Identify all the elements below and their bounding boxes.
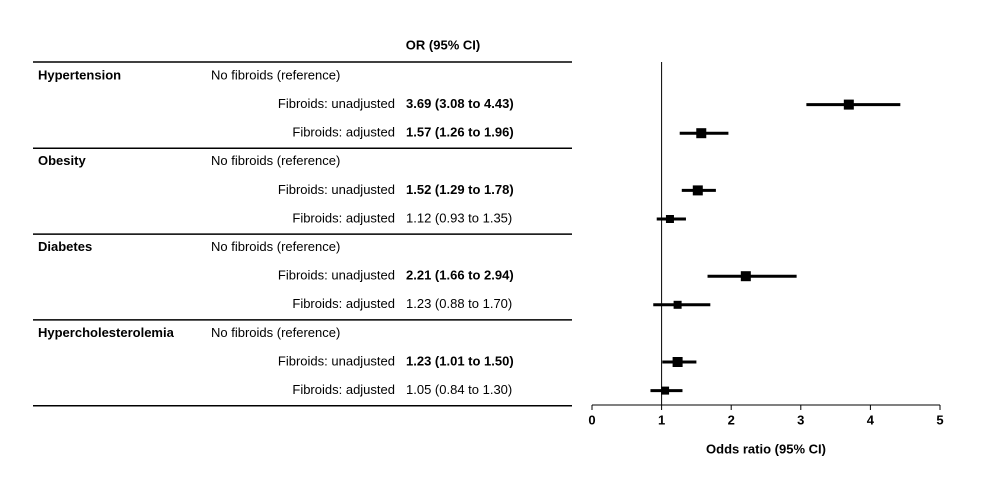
ci-label: 1.23 (0.88 to 1.70) — [406, 296, 512, 311]
group-name: Hypertension — [38, 67, 121, 82]
ci-label: 1.23 (1.01 to 1.50) — [406, 353, 514, 368]
or-marker — [740, 271, 751, 282]
column-header: OR (95% CI) — [406, 37, 480, 52]
or-marker — [696, 128, 707, 139]
group-name: Hypercholesterolemia — [38, 325, 175, 340]
or-marker — [672, 357, 683, 367]
row-label: No fibroids (reference) — [211, 239, 340, 254]
row-label: Fibroids: unadjusted — [278, 353, 395, 368]
row-label: Fibroids: adjusted — [292, 296, 395, 311]
row-label: No fibroids (reference) — [211, 325, 340, 340]
ci-label: 2.21 (1.66 to 2.94) — [406, 268, 514, 283]
or-marker — [665, 215, 674, 223]
row-label: Fibroids: unadjusted — [278, 182, 395, 197]
ci-label: 1.52 (1.29 to 1.78) — [406, 182, 514, 197]
group-name: Obesity — [38, 153, 86, 168]
row-label: Fibroids: adjusted — [292, 210, 395, 225]
row-label: Fibroids: unadjusted — [278, 268, 395, 283]
row-label: Fibroids: adjusted — [292, 125, 395, 140]
ci-label: 1.57 (1.26 to 1.96) — [406, 125, 514, 140]
ci-label: 1.12 (0.93 to 1.35) — [406, 210, 512, 225]
or-marker — [843, 99, 854, 110]
x-axis-label: Odds ratio (95% CI) — [706, 441, 826, 456]
ci-label: 3.69 (3.08 to 4.43) — [406, 96, 514, 111]
row-label: Fibroids: unadjusted — [278, 96, 395, 111]
x-tick-label: 2 — [728, 412, 735, 427]
or-marker — [673, 300, 682, 309]
row-label: No fibroids (reference) — [211, 67, 340, 82]
or-marker — [692, 185, 703, 196]
row-label: No fibroids (reference) — [211, 153, 340, 168]
x-tick-label: 5 — [936, 412, 943, 427]
x-tick-label: 3 — [797, 412, 804, 427]
group-name: Diabetes — [38, 239, 92, 254]
row-label: Fibroids: adjusted — [292, 382, 395, 397]
ci-label: 1.05 (0.84 to 1.30) — [406, 382, 512, 397]
or-marker — [661, 386, 670, 395]
x-tick-label: 4 — [867, 412, 875, 427]
x-tick-label: 0 — [588, 412, 595, 427]
x-tick-label: 1 — [658, 412, 665, 427]
